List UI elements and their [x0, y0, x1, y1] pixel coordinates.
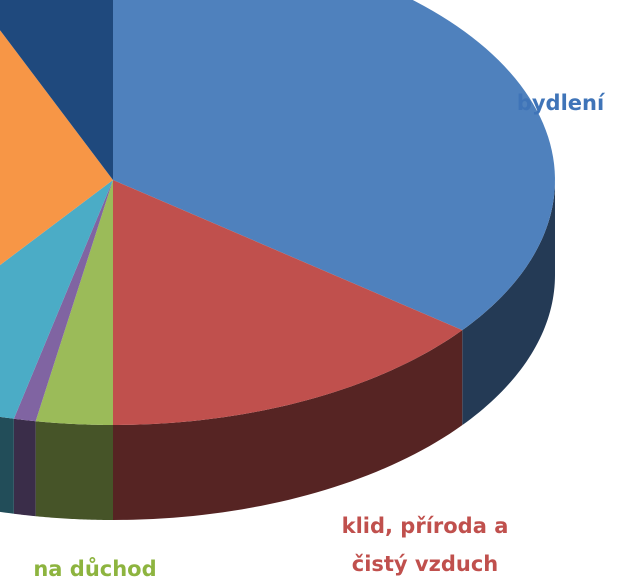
- slice: [113, 180, 463, 425]
- slice-label: bydlení: [516, 91, 605, 115]
- slice: [0, 0, 113, 180]
- slice-label: klid, příroda a čistý vzduch: [341, 514, 509, 576]
- slice-label: na důchod: [33, 557, 157, 581]
- slice: [13, 180, 114, 422]
- slice: [0, 30, 113, 266]
- slice-side: [13, 418, 36, 517]
- slice-side: [113, 330, 463, 520]
- slice: [35, 180, 113, 425]
- slice-side: [35, 421, 113, 520]
- slice: [0, 180, 113, 419]
- slice-side: [462, 180, 555, 426]
- slice-side: [0, 416, 14, 514]
- slice: [113, 0, 555, 331]
